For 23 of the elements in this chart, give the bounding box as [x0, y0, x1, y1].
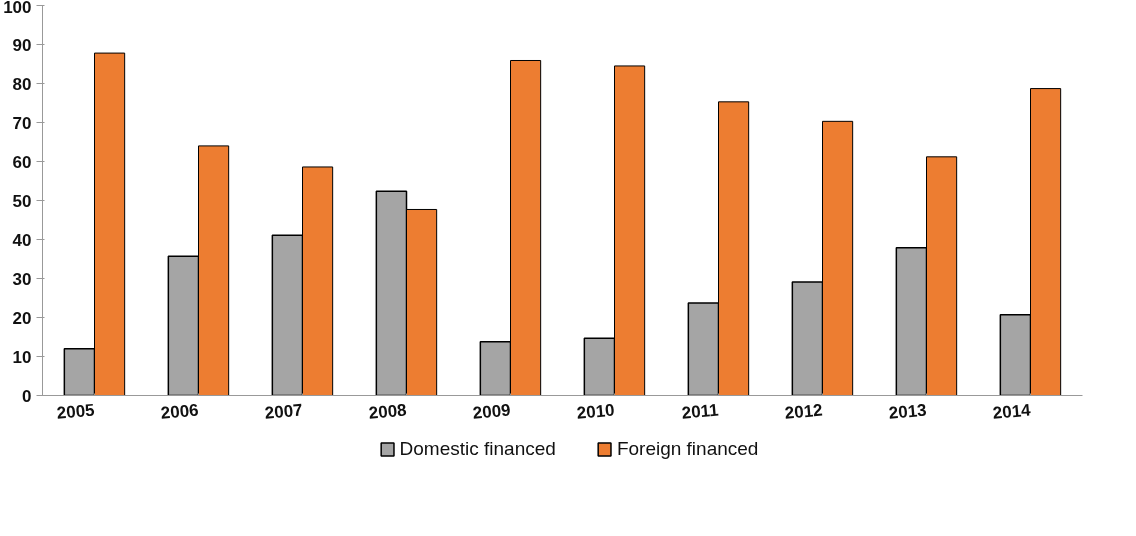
y-tick-label: 40: [12, 230, 32, 250]
y-tick-label: 20: [12, 308, 32, 328]
y-tick-label: 90: [12, 35, 32, 55]
x-tick-label: 2005: [56, 400, 96, 423]
y-tick-label: 100: [3, 0, 32, 17]
x-tick-label: 2009: [472, 400, 512, 423]
legend-label: Foreign financed: [616, 438, 759, 460]
x-tick-label: 2007: [264, 400, 304, 423]
y-tick-label: 60: [12, 152, 32, 172]
y-tick-label: 30: [12, 269, 32, 289]
x-tick-label: 2014: [992, 400, 1032, 423]
y-tick-label: 0: [22, 386, 32, 406]
x-tick-label: 2008: [368, 400, 408, 423]
y-tick-label: 50: [12, 191, 32, 211]
x-tick-label: 2006: [160, 400, 200, 423]
x-tick-label: 2012: [784, 400, 824, 423]
y-tick-label: 10: [12, 347, 32, 367]
x-tick-label: 2013: [888, 400, 928, 423]
legend-label: Domestic financed: [399, 438, 556, 460]
x-tick-label: 2011: [680, 400, 720, 423]
y-tick-label: 80: [12, 74, 32, 94]
y-tick-label: 70: [12, 113, 32, 133]
x-tick-label: 2010: [576, 400, 616, 423]
